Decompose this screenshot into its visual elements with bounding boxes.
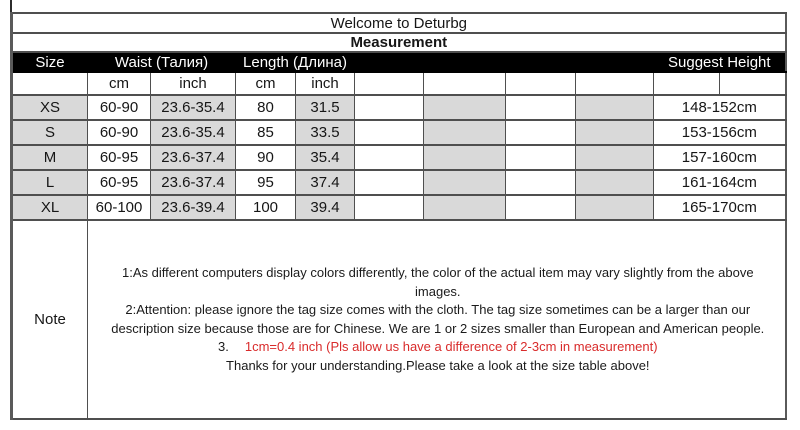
cell-empty [423, 119, 506, 146]
cell-empty [575, 144, 654, 171]
cell-waist-inch: 23.6-37.4 [150, 169, 236, 196]
measurement-heading: Measurement [10, 32, 787, 53]
note-text: 1:As different computers display colors … [89, 264, 785, 375]
welcome-title: Welcome to Deturbg [10, 12, 787, 34]
units-row: cm inch cm inch [11, 71, 787, 96]
cell-empty [505, 119, 576, 146]
cell-empty [575, 94, 654, 121]
cell-length-inch: 35.4 [295, 144, 355, 171]
note-line: 2:Attention: please ignore the tag size … [125, 302, 751, 317]
size-row-m: M 60-95 23.6-37.4 90 35.4 157-160cm [11, 144, 787, 171]
cell-empty [505, 94, 576, 121]
cell-empty [354, 144, 424, 171]
left-border-artifact [10, 0, 12, 14]
unit-empty [354, 71, 424, 96]
cell-waist-cm: 60-90 [87, 119, 151, 146]
cell-empty [423, 144, 506, 171]
cell-length-cm: 80 [235, 94, 296, 121]
note-red-text: 1cm=0.4 inch (Pls allow us have a differ… [244, 339, 658, 354]
measurement-table: Welcome to Deturbg Measurement Size Wais… [10, 12, 787, 420]
size-row-s: S 60-90 23.6-35.4 85 33.5 153-156cm [11, 119, 787, 146]
unit-waist-inch: inch [150, 71, 236, 96]
cell-waist-inch: 23.6-37.4 [150, 144, 236, 171]
cell-waist-inch: 23.6-39.4 [150, 194, 236, 221]
cell-suggest-height: 148-152cm [652, 94, 787, 121]
cell-waist-cm: 60-100 [87, 194, 151, 221]
col-header-length: Length (Длина) [235, 51, 355, 73]
cell-empty [423, 169, 506, 196]
col-header-waist: Waist (Талия) [87, 51, 236, 73]
note-label: Note [11, 219, 88, 420]
measurement-row: Measurement [10, 32, 787, 53]
cell-length-cm: 95 [235, 169, 296, 196]
cell-size: S [11, 119, 88, 146]
cell-size: L [11, 169, 88, 196]
cell-suggest-height: 153-156cm [652, 119, 787, 146]
cell-waist-cm: 60-95 [87, 169, 151, 196]
size-row-l: L 60-95 23.6-37.4 95 37.4 161-164cm [11, 169, 787, 196]
column-header-row: Size Waist (Талия) Length (Длина) Sugges… [11, 51, 787, 73]
note-line: Thanks for your understanding.Please tak… [226, 357, 650, 373]
cell-empty [354, 119, 424, 146]
cell-waist-inch: 23.6-35.4 [150, 119, 236, 146]
cell-empty [423, 194, 506, 221]
col-header-suggest-height: Suggest Height [652, 51, 787, 73]
cell-suggest-height: 161-164cm [652, 169, 787, 196]
cell-length-inch: 39.4 [295, 194, 355, 221]
unit-length-inch: inch [295, 71, 355, 96]
cell-empty [354, 169, 424, 196]
cell-suggest-height: 157-160cm [652, 144, 787, 171]
cell-waist-inch: 23.6-35.4 [150, 94, 236, 121]
cell-length-cm: 90 [235, 144, 296, 171]
cell-empty [575, 119, 654, 146]
cell-size: M [11, 144, 88, 171]
note-cell: 1:As different computers display colors … [86, 219, 787, 420]
col-header-size: Size [11, 51, 88, 73]
cell-suggest-height: 165-170cm [652, 194, 787, 221]
cell-length-inch: 33.5 [295, 119, 355, 146]
cell-length-inch: 31.5 [295, 94, 355, 121]
unit-empty [423, 71, 506, 96]
cell-waist-cm: 60-90 [87, 94, 151, 121]
unit-empty [505, 71, 576, 96]
cell-size: XS [11, 94, 88, 121]
cell-empty [575, 169, 654, 196]
cell-empty [354, 94, 424, 121]
cell-waist-cm: 60-95 [87, 144, 151, 171]
unit-empty [718, 71, 787, 96]
cell-length-cm: 85 [235, 119, 296, 146]
cell-length-inch: 37.4 [295, 169, 355, 196]
cell-size: XL [11, 194, 88, 221]
cell-empty [505, 169, 576, 196]
note-line: 1:As different computers display colors … [122, 265, 754, 280]
cell-empty [575, 194, 654, 221]
unit-empty [653, 71, 720, 96]
note-line: images. [415, 283, 461, 299]
cell-length-cm: 100 [235, 194, 296, 221]
col-header-spacer [354, 51, 654, 73]
note-line: description size because those are for C… [111, 320, 765, 336]
unit-length-cm: cm [235, 71, 296, 96]
size-row-xs: XS 60-90 23.6-35.4 80 31.5 148-152cm [11, 94, 787, 121]
note-line-number: 3. [218, 339, 229, 354]
unit-waist-cm: cm [87, 71, 151, 96]
cell-empty [354, 194, 424, 221]
unit-empty [11, 71, 88, 96]
note-line-red: 3. 1cm=0.4 inch (Pls allow us have a diff… [91, 338, 785, 357]
cell-empty [505, 194, 576, 221]
cell-empty [505, 144, 576, 171]
cell-empty [423, 94, 506, 121]
note-row: Note 1:As different computers display co… [11, 219, 787, 420]
welcome-row: Welcome to Deturbg [10, 12, 787, 34]
unit-empty [575, 71, 654, 96]
size-row-xl: XL 60-100 23.6-39.4 100 39.4 165-170cm [11, 194, 787, 221]
